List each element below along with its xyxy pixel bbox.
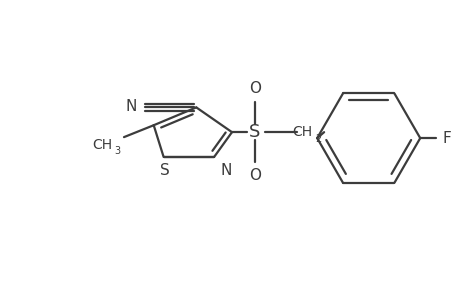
Text: F: F [442,130,450,146]
Text: 3: 3 [114,146,120,156]
Text: S: S [159,163,169,178]
Text: 2: 2 [314,134,320,144]
Text: O: O [248,81,260,96]
Text: N: N [220,163,231,178]
Text: S: S [248,123,260,141]
Text: O: O [248,168,260,183]
Text: CH: CH [92,138,112,152]
Text: CH: CH [291,125,312,139]
Text: N: N [125,99,136,114]
